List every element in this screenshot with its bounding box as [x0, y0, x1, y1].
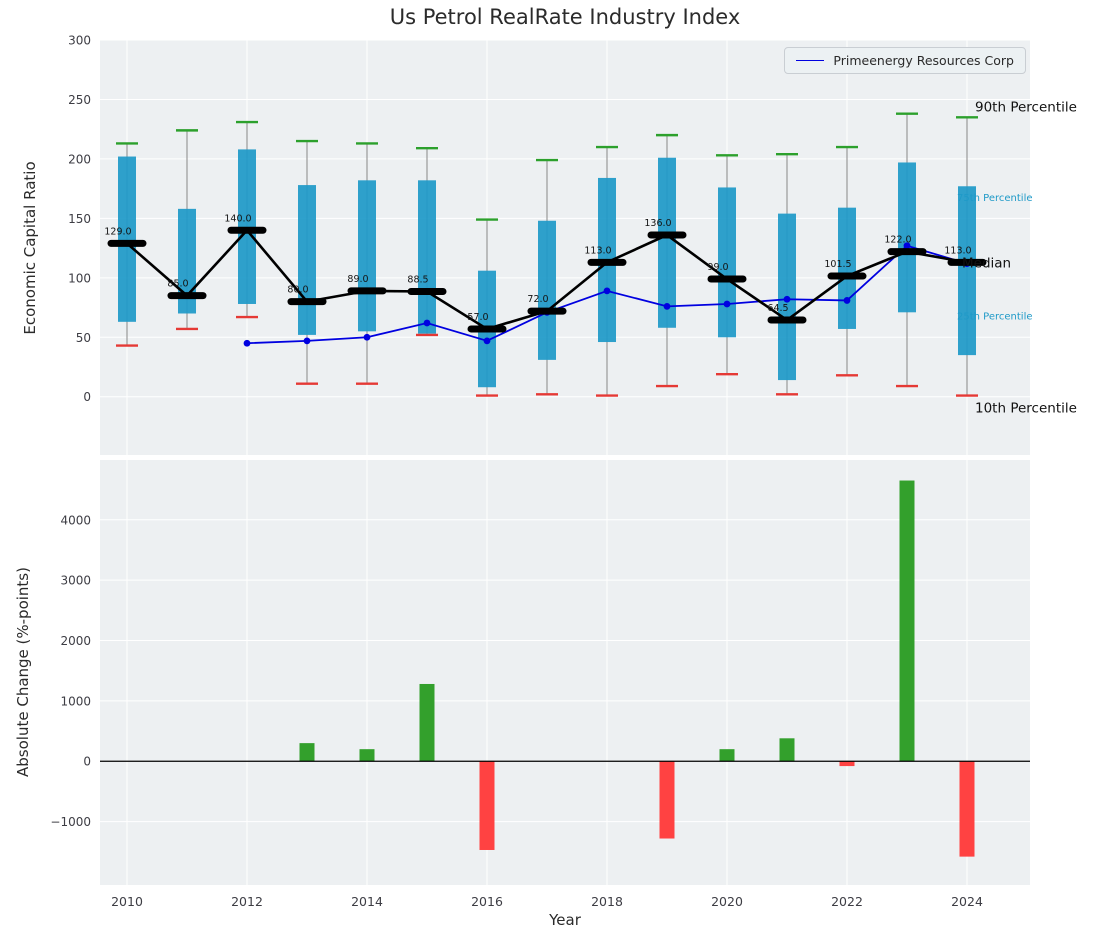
iqr-box [538, 220, 556, 360]
y-tick-label: 100 [68, 271, 91, 285]
company-point [603, 287, 611, 295]
median-value-label: 64.5 [767, 303, 788, 314]
median-value-label: 89.0 [347, 274, 368, 285]
iqr-box [958, 186, 976, 356]
y-tick-label: 0 [83, 755, 91, 769]
positive-change-bar [779, 738, 795, 762]
median-value-label: 72.0 [527, 294, 548, 305]
iqr-box [838, 207, 856, 329]
median-value-label: 80.0 [287, 285, 308, 296]
iqr-box [118, 156, 136, 322]
iqr-box [718, 187, 736, 338]
percentile-annotation: 90th Percentile [975, 100, 1077, 116]
percentile-annotation: Median [962, 255, 1011, 271]
percentile-annotation: 75th Percentile [957, 193, 1033, 204]
legend-line-sample [796, 60, 825, 61]
company-point [483, 337, 491, 345]
x-tick-label: 2014 [351, 894, 383, 909]
y-tick-label: 4000 [60, 513, 91, 527]
negative-change-bar [959, 761, 975, 857]
company-point [723, 300, 731, 308]
median-value-label: 122.0 [884, 235, 911, 246]
median-value-label: 101.5 [824, 259, 851, 270]
median-value-label: 113.0 [584, 245, 611, 256]
median-value-label: 140.0 [224, 213, 251, 224]
legend: Primeenergy Resources Corp [784, 47, 1026, 74]
x-tick-label: 2018 [591, 894, 623, 909]
top-y-axis-label: Economic Capital Ratio [21, 161, 39, 335]
y-tick-label: 300 [68, 34, 91, 48]
negative-change-bar [839, 761, 855, 767]
negative-change-bar [659, 761, 675, 839]
iqr-box [658, 157, 676, 328]
percentile-annotation: 25th Percentile [957, 312, 1033, 323]
y-tick-label: 200 [68, 152, 91, 166]
y-tick-label: 150 [68, 212, 91, 226]
median-value-label: 57.0 [467, 312, 488, 323]
y-tick-label: 3000 [60, 574, 91, 588]
x-tick-label: 2020 [711, 894, 743, 909]
company-point [243, 339, 251, 347]
iqr-box [898, 162, 916, 313]
iqr-box [238, 149, 256, 304]
y-tick-label: 0 [83, 390, 91, 404]
x-tick-label: 2010 [111, 894, 143, 909]
company-point [843, 297, 851, 304]
company-point [303, 337, 311, 345]
median-value-label: 113.0 [944, 245, 971, 256]
iqr-box [418, 180, 436, 334]
y-tick-label: −1000 [50, 815, 91, 829]
company-point [423, 319, 431, 327]
top-plot: 129.0 85.0 140.0 80.0 89.0 88.5 57.0 72.0 113.0 1… [100, 39, 1030, 455]
y-tick-label: 50 [76, 331, 91, 345]
positive-change-bar [299, 743, 315, 762]
x-axis-label: Year [549, 911, 581, 929]
percentile-annotation: 10th Percentile [975, 400, 1077, 416]
company-point [663, 302, 671, 310]
bottom-y-axis-label: Absolute Change (%-points) [14, 567, 32, 777]
x-tick-label: 2012 [231, 894, 263, 909]
y-tick-label: 250 [68, 93, 91, 107]
median-value-label: 85.0 [167, 279, 188, 290]
median-value-label: 99.0 [707, 262, 728, 273]
bottom-plot [100, 460, 1030, 885]
y-tick-label: 2000 [60, 634, 91, 648]
chart-title: Us Petrol RealRate Industry Index [389, 5, 741, 29]
negative-change-bar [479, 761, 495, 850]
iqr-box [178, 208, 196, 314]
x-tick-label: 2016 [471, 894, 503, 909]
positive-change-bar [719, 749, 735, 762]
y-tick-label: 1000 [60, 694, 91, 708]
median-value-label: 88.5 [407, 274, 428, 285]
company-point [363, 333, 371, 341]
median-value-label: 129.0 [104, 226, 131, 237]
x-tick-label: 2024 [951, 894, 983, 909]
company-point [903, 242, 911, 250]
legend-label: Primeenergy Resources Corp [833, 53, 1014, 68]
bottom-plot-background [100, 460, 1030, 885]
positive-change-bar [359, 749, 375, 762]
iqr-box [298, 185, 316, 335]
company-point [783, 295, 791, 303]
iqr-box [358, 180, 376, 332]
positive-change-bar [419, 683, 435, 762]
median-value-label: 136.0 [644, 218, 671, 229]
x-tick-label: 2022 [831, 894, 863, 909]
positive-change-bar [899, 480, 915, 762]
